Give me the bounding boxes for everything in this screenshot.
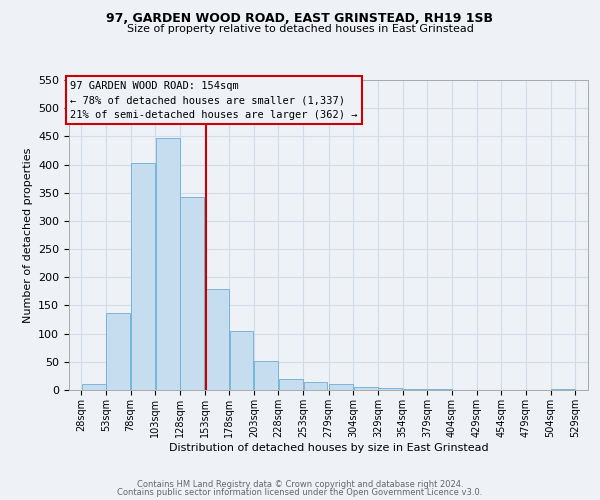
Bar <box>230 332 253 390</box>
Bar <box>180 196 204 390</box>
Y-axis label: Number of detached properties: Number of detached properties <box>23 148 32 322</box>
Bar <box>254 360 278 390</box>
Bar <box>82 384 106 390</box>
Text: 97, GARDEN WOOD ROAD, EAST GRINSTEAD, RH19 1SB: 97, GARDEN WOOD ROAD, EAST GRINSTEAD, RH… <box>107 12 493 26</box>
Bar <box>329 384 353 390</box>
Bar <box>155 138 179 390</box>
X-axis label: Distribution of detached houses by size in East Grinstead: Distribution of detached houses by size … <box>169 442 488 452</box>
Bar <box>106 313 130 390</box>
Text: 97 GARDEN WOOD ROAD: 154sqm
← 78% of detached houses are smaller (1,337)
21% of : 97 GARDEN WOOD ROAD: 154sqm ← 78% of det… <box>70 80 358 120</box>
Bar <box>354 387 377 390</box>
Bar <box>279 378 303 390</box>
Bar <box>304 382 328 390</box>
Bar <box>379 388 402 390</box>
Bar <box>551 389 575 390</box>
Bar <box>403 389 427 390</box>
Bar <box>205 288 229 390</box>
Bar <box>131 164 155 390</box>
Text: Contains HM Land Registry data © Crown copyright and database right 2024.: Contains HM Land Registry data © Crown c… <box>137 480 463 489</box>
Text: Contains public sector information licensed under the Open Government Licence v3: Contains public sector information licen… <box>118 488 482 497</box>
Text: Size of property relative to detached houses in East Grinstead: Size of property relative to detached ho… <box>127 24 473 34</box>
